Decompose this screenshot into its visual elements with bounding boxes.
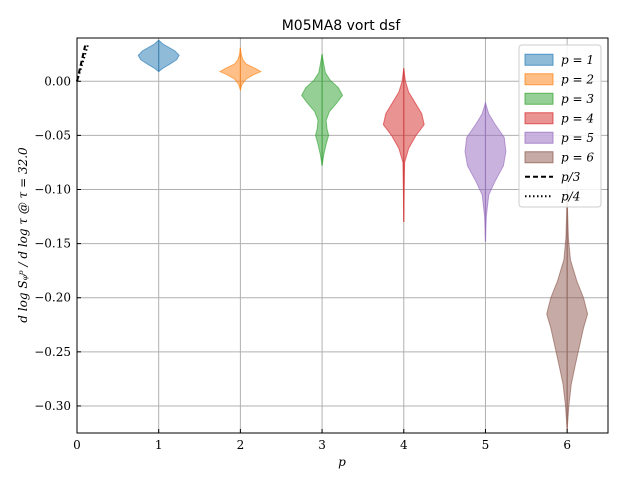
legend-label: p = 1 [561,53,594,67]
x-tick-label: 5 [482,438,490,452]
legend: p = 1 p = 2 p = 3 p = 4 p = 5 p = 6 p/3 p/4 [518,44,602,208]
reference-line [76,45,87,82]
x-tick-label: 1 [155,438,163,452]
y-axis-label: d log Sᵩᵖ / d log τ @ τ = 32.0 [16,147,30,323]
reference-line [76,44,89,82]
x-tick-label: 4 [400,438,408,452]
legend-label: p/4 [561,189,580,203]
legend-label: p/3 [561,170,581,184]
legend-swatch [524,131,554,144]
x-tick-label: 0 [73,438,81,452]
y-axis-ticks: 0.00 −0.05 −0.10 −0.15 −0.20 −0.25 −0.30 [34,74,81,413]
violin-body [301,54,344,166]
y-tick-label: −0.10 [34,183,71,197]
y-tick-label: −0.30 [34,399,71,413]
x-tick-label: 6 [563,438,571,452]
y-tick-label: −0.05 [34,128,71,142]
legend-label: p = 2 [561,72,594,86]
legend-swatch [524,92,554,105]
y-tick-label: −0.20 [34,291,71,305]
legend-box [518,44,602,208]
chart-title: M05MA8 vort dsf [282,18,402,34]
legend-swatch [524,73,554,86]
violin-body [137,39,180,73]
x-tick-label: 2 [237,438,245,452]
x-axis-label: p [338,455,346,469]
violin-body [464,101,507,242]
legend-swatch [524,53,554,66]
legend-label: p = 5 [561,131,594,145]
legend-swatch [524,151,554,164]
legend-label: p = 6 [561,150,594,164]
y-tick-label: −0.25 [34,345,71,359]
x-tick-label: 3 [318,438,326,452]
plot-frame [76,37,609,434]
reference-lines [76,44,89,82]
violins [137,39,589,430]
y-tick-label: −0.15 [34,237,71,251]
legend-swatch [524,112,554,125]
legend-label: p = 3 [561,92,594,106]
x-axis-ticks: 0 1 2 3 4 5 6 [73,429,571,452]
violin-body [382,68,425,222]
y-tick-label: 0.00 [44,74,71,88]
legend-label: p = 4 [561,111,594,125]
violin-body [218,47,262,92]
